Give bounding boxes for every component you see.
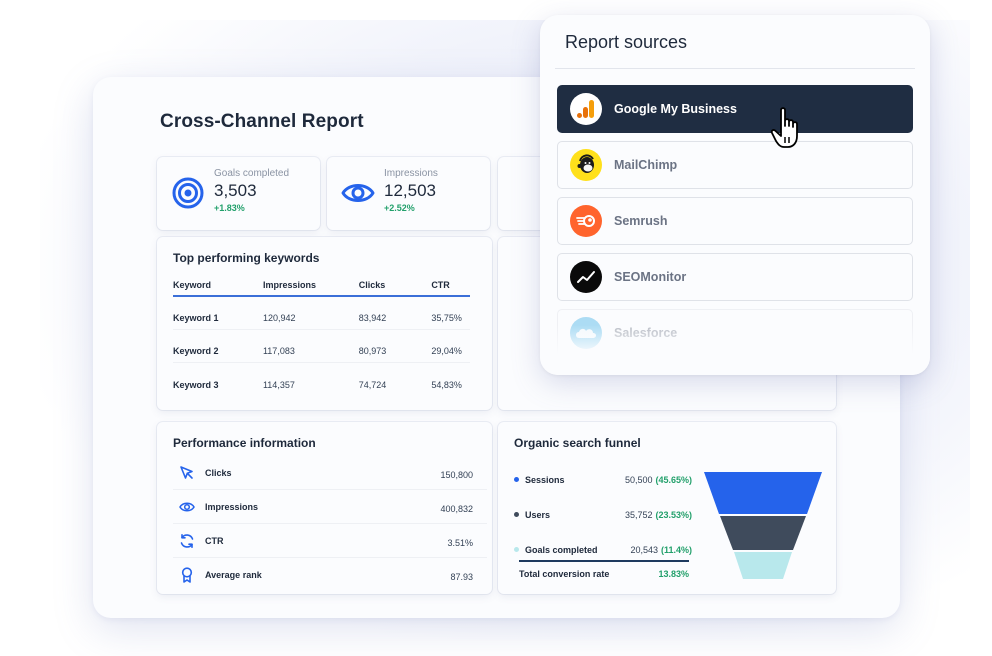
- list-item: Impressions 400,832: [173, 490, 487, 524]
- legend-label: Sessions: [525, 474, 565, 485]
- semrush-icon: [570, 205, 602, 237]
- stat-label: Goals completed: [214, 168, 290, 179]
- legend-percent: (45.65%): [655, 474, 692, 485]
- eye-icon: [341, 184, 375, 202]
- legend-item: Goals completed 20,543 (11.4%): [514, 532, 692, 567]
- refresh-icon: [180, 533, 194, 548]
- cell-ctr: 29,04%: [431, 346, 462, 356]
- list-item: Clicks 150,800: [173, 456, 487, 490]
- keywords-table: Keyword Impressions Clicks CTR Keyword 1…: [173, 280, 470, 396]
- cell-ctr: 54,83%: [431, 379, 462, 390]
- stat-card-goals: Goals completed 3,503 +1.83%: [157, 157, 320, 230]
- stat-card-impressions: Impressions 12,503 +2.52%: [327, 157, 490, 230]
- metric-label: Clicks: [205, 467, 232, 478]
- cell-impressions: 114,357: [262, 379, 295, 390]
- award-ribbon-icon: [181, 567, 193, 583]
- table-row: Keyword 2 117,083 80,973 29,04%: [173, 330, 470, 363]
- table-header: Keyword Impressions Clicks CTR: [173, 280, 470, 297]
- cell-keyword: Keyword 1: [173, 313, 219, 323]
- legend-value: 50,500: [624, 474, 653, 485]
- column-header[interactable]: Impressions: [262, 280, 316, 290]
- stat-delta: +1.83%: [214, 203, 245, 213]
- list-item: Average rank 87.93: [173, 558, 487, 592]
- target-icon: [172, 177, 204, 209]
- funnel-legend: Sessions 50,500 (45.65%) Users 35,752 (2…: [514, 462, 692, 567]
- total-conversion-row: Total conversion rate 13.83%: [519, 560, 689, 579]
- organic-funnel-panel: Organic search funnel Sessions 50,500 (4…: [498, 422, 836, 594]
- performance-list: Clicks 150,800 Impressions 400,832 CTR 3…: [173, 456, 487, 592]
- funnel-stage-users[interactable]: [720, 516, 806, 550]
- stat-label: Impressions: [384, 168, 438, 179]
- performance-panel: Performance information Clicks 150,800 I…: [157, 422, 492, 594]
- popup-title: Report sources: [565, 32, 688, 52]
- legend-percent: (23.53%): [655, 509, 692, 520]
- funnel-chart: [704, 472, 822, 579]
- panel-title: Top performing keywords: [173, 251, 320, 265]
- stat-delta: +2.52%: [384, 203, 415, 213]
- legend-label: Users: [525, 509, 551, 520]
- cell-impressions: 117,083: [262, 346, 295, 356]
- mailchimp-icon: [570, 149, 602, 181]
- source-item-seomonitor[interactable]: SEOMonitor: [557, 253, 913, 301]
- funnel-stage-goals[interactable]: [734, 552, 792, 579]
- panel-title: Organic search funnel: [514, 436, 641, 450]
- report-sources-popup: Report sources Google My Business MailCh…: [540, 15, 930, 375]
- column-header[interactable]: CTR: [431, 280, 450, 290]
- cell-clicks: 83,942: [358, 313, 387, 323]
- hand-pointer-cursor-icon: [770, 107, 798, 148]
- source-label: SEOMonitor: [614, 270, 687, 284]
- table-row: Keyword 1 120,942 83,942 35,75%: [173, 297, 470, 330]
- legend-dot: [514, 512, 519, 517]
- source-item-mailchimp[interactable]: MailChimp: [557, 141, 913, 189]
- metric-label: Impressions: [205, 501, 259, 512]
- legend-label: Goals completed: [525, 544, 598, 555]
- panel-title: Performance information: [173, 436, 316, 450]
- list-item: CTR 3.51%: [173, 524, 487, 558]
- source-item-google-my-business[interactable]: Google My Business: [557, 85, 913, 133]
- metric-value: 3.51%: [447, 537, 473, 548]
- source-item-semrush[interactable]: Semrush: [557, 197, 913, 245]
- funnel-stage-sessions[interactable]: [704, 472, 822, 514]
- stat-value: 3,503: [214, 181, 257, 200]
- cell-keyword: Keyword 3: [173, 379, 219, 390]
- cursor-arrow-icon: [180, 465, 193, 479]
- google-analytics-icon: [570, 93, 602, 125]
- cell-clicks: 74,724: [358, 379, 387, 390]
- top-keywords-panel: Top performing keywords Keyword Impressi…: [157, 237, 492, 410]
- source-label: Google My Business: [614, 102, 737, 116]
- eye-icon: [179, 502, 195, 511]
- cell-ctr: 35,75%: [431, 313, 462, 323]
- legend-dot: [514, 477, 519, 482]
- metric-value: 400,832: [440, 503, 473, 514]
- cell-impressions: 120,942: [262, 313, 296, 323]
- source-label: MailChimp: [614, 158, 678, 172]
- legend-value: 20,543: [630, 544, 658, 555]
- stat-value: 12,503: [384, 181, 436, 200]
- metric-value: 150,800: [440, 469, 473, 480]
- column-header[interactable]: Keyword: [173, 280, 212, 290]
- legend-item: Sessions 50,500 (45.65%): [514, 462, 692, 497]
- metric-label: Average rank: [205, 570, 262, 580]
- page-title: Cross-Channel Report: [160, 111, 364, 132]
- cell-keyword: Keyword 2: [173, 346, 219, 356]
- table-row: Keyword 3 114,357 74,724 54,83%: [173, 363, 470, 396]
- seomonitor-icon: [570, 261, 602, 293]
- cell-clicks: 80,973: [358, 346, 387, 356]
- scroll-fade: [540, 325, 930, 375]
- metric-value: 87.93: [450, 572, 473, 582]
- legend-item: Users 35,752 (23.53%): [514, 497, 692, 532]
- total-label: Total conversion rate: [519, 569, 610, 579]
- metric-label: CTR: [205, 535, 224, 546]
- source-label: Semrush: [614, 214, 668, 228]
- legend-value: 35,752: [624, 509, 653, 520]
- total-value: 13.83%: [658, 569, 689, 579]
- legend-percent: (11.4%): [660, 544, 692, 555]
- divider: [555, 68, 915, 69]
- legend-dot: [514, 547, 519, 552]
- column-header[interactable]: Clicks: [358, 280, 386, 290]
